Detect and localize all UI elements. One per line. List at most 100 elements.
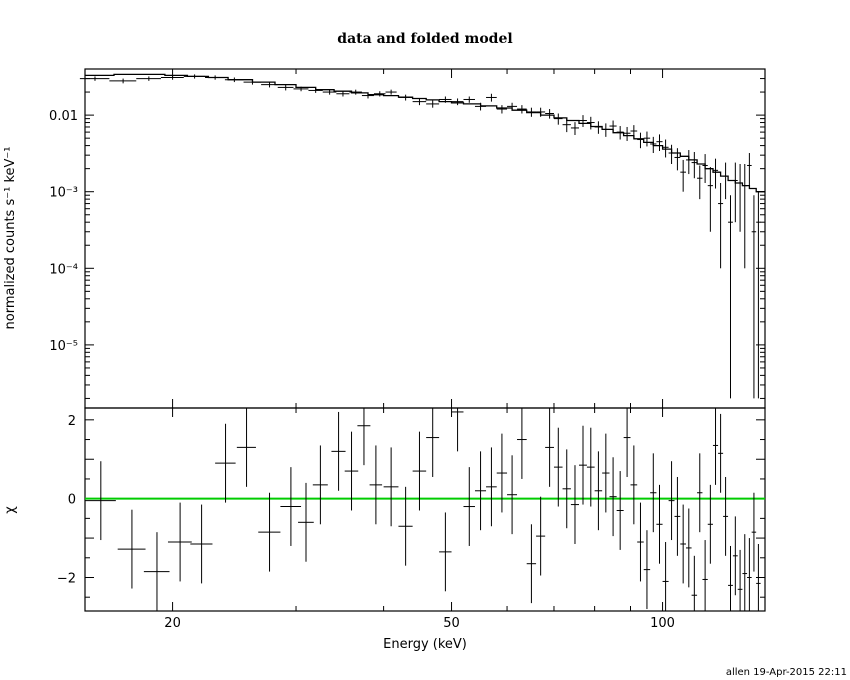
residual-point <box>747 538 752 611</box>
data-point <box>656 134 663 151</box>
data-point <box>579 115 587 127</box>
residual-point <box>643 530 651 610</box>
residual-point <box>258 492 281 572</box>
data-point <box>697 165 703 200</box>
data-point <box>205 75 225 80</box>
residual-point <box>723 476 729 556</box>
residual-point <box>737 549 743 611</box>
chart-title: data and folded model <box>337 31 512 47</box>
data-point <box>373 91 386 97</box>
data-point <box>728 195 733 399</box>
residual-point <box>536 496 546 576</box>
residual-point <box>426 408 440 477</box>
data-point <box>261 82 278 88</box>
spectrum-y-axis-label: normalized counts s⁻¹ keV⁻¹ <box>3 147 18 330</box>
residual-point <box>623 408 631 477</box>
y-tick-label: 10⁻⁴ <box>49 262 78 277</box>
spectrum-y-tick-labels: 0.01 10⁻³ 10⁻⁴ 10⁻⁵ <box>49 109 78 354</box>
residual-y-tick-labels: −2 0 2 <box>57 414 76 587</box>
residual-point <box>674 476 681 556</box>
data-point <box>562 118 571 133</box>
residual-point <box>662 542 669 611</box>
residual-point <box>439 512 452 592</box>
data-point <box>643 131 651 147</box>
residual-point <box>586 427 595 507</box>
y-tick-label: 2 <box>68 414 76 429</box>
data-point <box>293 86 309 92</box>
residual-point <box>570 465 580 544</box>
data-point <box>637 132 644 149</box>
residual-point <box>630 445 638 525</box>
data-point <box>496 105 508 114</box>
data-point <box>426 100 440 108</box>
data-point <box>691 151 698 179</box>
residual-point <box>117 509 146 589</box>
x-tick-labels: 20 50 100 <box>164 616 675 631</box>
data-point <box>308 88 323 93</box>
data-point <box>586 116 595 130</box>
residual-point <box>298 482 314 562</box>
data-point <box>336 91 350 97</box>
residual-point <box>463 467 475 546</box>
x-tick-label: 20 <box>164 616 181 631</box>
data-points <box>79 74 761 399</box>
data-point <box>160 75 184 80</box>
residual-point <box>732 516 738 596</box>
residual-point <box>579 425 587 505</box>
model-line <box>85 73 765 193</box>
data-point <box>109 78 137 84</box>
data-point <box>183 74 206 79</box>
residual-point <box>517 408 527 479</box>
data-point <box>277 84 294 91</box>
data-point <box>486 93 497 102</box>
data-point <box>79 76 110 81</box>
data-point <box>756 191 761 399</box>
data-point <box>723 162 729 200</box>
residual-point <box>143 532 170 611</box>
residual-point <box>215 423 236 503</box>
data-point <box>385 89 397 95</box>
data-point <box>668 144 675 165</box>
residual-point <box>594 451 603 531</box>
data-point <box>526 107 537 117</box>
data-point <box>398 94 413 101</box>
data-point <box>616 126 624 140</box>
model-step-line <box>85 73 765 193</box>
data-point <box>451 98 464 106</box>
data-point <box>570 122 580 136</box>
residual-point <box>562 449 571 529</box>
data-point <box>361 92 374 99</box>
residual-point <box>486 447 497 527</box>
residual-point <box>507 455 518 535</box>
x-axis-label: Energy (keV) <box>383 637 467 652</box>
residual-point <box>742 534 748 611</box>
residual-point <box>609 457 617 537</box>
residual-point <box>707 484 713 564</box>
data-point <box>674 148 681 171</box>
residual-point <box>451 408 464 452</box>
residual-point <box>369 445 383 525</box>
residual-point <box>718 413 724 493</box>
data-point <box>751 195 757 399</box>
residual-point <box>656 484 663 564</box>
data-point <box>732 162 738 223</box>
residual-panel: −2 0 2 20 50 100 χ Energy (keV) <box>3 407 766 652</box>
data-point <box>707 167 713 232</box>
residual-point <box>496 433 508 513</box>
spectrum-panel: 0.01 10⁻³ 10⁻⁴ 10⁻⁵ normalized counts s⁻¹ k… <box>3 68 766 409</box>
residual-point <box>474 451 487 531</box>
data-point <box>712 158 719 189</box>
residual-point <box>553 427 563 507</box>
y-tick-label: 0 <box>68 493 76 508</box>
data-point <box>602 123 610 137</box>
data-point <box>463 96 475 103</box>
residual-point <box>190 504 213 584</box>
data-point <box>224 77 244 83</box>
y-tick-label: 10⁻⁵ <box>49 339 78 354</box>
residual-point <box>383 447 399 527</box>
data-point <box>680 159 686 192</box>
data-point <box>517 105 527 114</box>
residual-point <box>331 411 346 491</box>
data-point <box>623 126 631 141</box>
data-point <box>349 89 362 95</box>
